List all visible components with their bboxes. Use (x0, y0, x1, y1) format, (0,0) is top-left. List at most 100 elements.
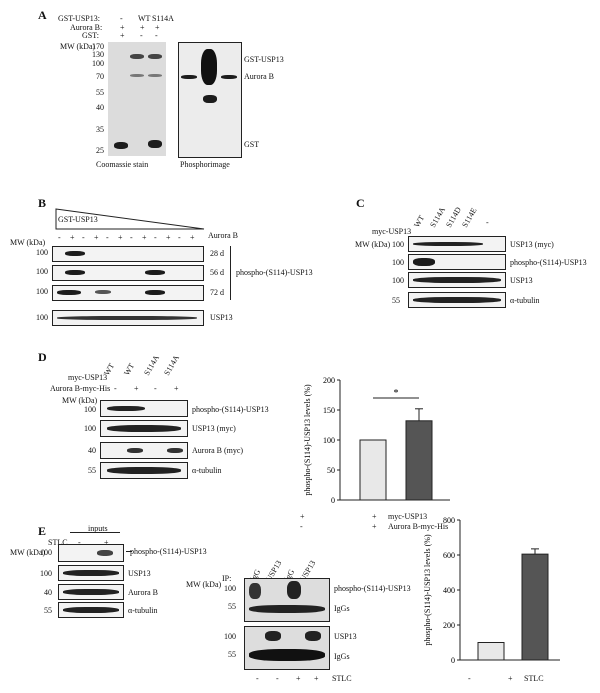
x-row-label: Aurora B-myc-His (388, 522, 449, 531)
x-mark: + (508, 674, 513, 683)
caption: Coomassie stain (96, 160, 149, 169)
blot-label: α-tubulin (128, 606, 158, 615)
blot-band (265, 631, 281, 641)
mark: - (130, 233, 133, 242)
mw-marker: 100 (36, 287, 48, 296)
arrow-line (126, 551, 132, 552)
blot-label: USP13 (myc) (510, 240, 554, 249)
y-tick-label: 800 (443, 516, 455, 525)
blot-band (249, 605, 325, 613)
mw-marker: 35 (96, 125, 104, 134)
mark: + (118, 233, 123, 242)
mw-marker: 40 (44, 588, 52, 597)
mw-marker: 100 (392, 258, 404, 267)
mw-marker: 70 (96, 72, 104, 81)
mark: + (190, 233, 195, 242)
mark: + (120, 23, 125, 32)
stlc-label: STLC (48, 538, 68, 547)
blot-band (63, 570, 119, 576)
mark: - (106, 233, 109, 242)
blot-band (65, 270, 85, 275)
bar (405, 420, 433, 501)
gel-band (181, 75, 197, 79)
panel-c-label: C (356, 196, 365, 210)
blot-band (413, 258, 435, 266)
y-tick-label: 600 (443, 551, 455, 560)
mw-marker: 55 (228, 602, 236, 611)
mw-marker: 100 (224, 584, 236, 593)
mw-marker: 100 (36, 267, 48, 276)
blot-28d (52, 246, 204, 262)
lane-header: WT (138, 14, 151, 23)
blot-aurora (100, 442, 188, 459)
y-tick-label: 400 (443, 586, 455, 595)
mw-title: MW (kDa) (10, 548, 46, 557)
x-mark: + (372, 522, 377, 531)
y-axis-label: phospho-(S114)-USP13 levels (%) (423, 534, 432, 646)
bar-chart-d: 0 50 100 150 200 phospho-(S114)-USP13 levels … (303, 376, 450, 505)
mw-marker: 100 (84, 424, 96, 433)
blot-label: phospho-(S114)-USP13 (192, 405, 269, 414)
blot-tubulin (58, 602, 124, 618)
mark: + (155, 23, 160, 32)
blot-band (107, 467, 181, 474)
blot-label: phospho-(S114)-USP13 (130, 547, 207, 556)
panel-d-label: D (38, 350, 47, 364)
y-tick-label: 200 (443, 621, 455, 630)
day-label: 56 d (210, 268, 224, 277)
blot-label: USP13 (510, 276, 533, 285)
mark: + (166, 233, 171, 242)
mw-marker: 130 (92, 50, 104, 59)
mark: - (256, 674, 259, 683)
blot-band (413, 297, 501, 303)
lane-header: S114A (152, 14, 174, 23)
mw-marker: 55 (392, 296, 400, 305)
blot-band (249, 583, 261, 599)
y-tick-label: 0 (331, 496, 335, 505)
blot-56d (52, 265, 204, 281)
mark: + (94, 233, 99, 242)
mw-marker: 100 (84, 405, 96, 414)
significance-star: * (394, 388, 399, 399)
blot-band (57, 316, 197, 320)
mw-marker: 100 (92, 59, 104, 68)
gel-band (221, 75, 237, 79)
gel-band (148, 54, 162, 59)
blot-tubulin (408, 292, 506, 308)
y-tick-label: 100 (323, 436, 335, 445)
mark: - (155, 31, 158, 40)
mw-title: MW (kDa) (62, 396, 98, 405)
aurora-label: Aurora B (208, 231, 238, 240)
caption: Phosphorimage (180, 160, 230, 169)
blot-band (413, 277, 501, 283)
band-label: Aurora B (244, 72, 274, 81)
gel-band (203, 95, 217, 103)
mark: - (114, 384, 117, 393)
blot-label: Aurora B (myc) (192, 446, 244, 455)
y-tick-label: 200 (323, 376, 335, 385)
mark: - (154, 384, 157, 393)
blot-band (97, 550, 113, 556)
mark: - (78, 538, 81, 547)
blot-band (57, 290, 81, 295)
gradient-triangle (55, 208, 205, 230)
mw-marker: 100 (36, 313, 48, 322)
mark: - (178, 233, 181, 242)
blot-band (107, 406, 145, 411)
lane-label: S114A (162, 353, 181, 377)
day-label: 72 d (210, 288, 224, 297)
gel-band (148, 140, 162, 148)
lane-label: S114A (428, 205, 447, 229)
panel-e-label: E (38, 524, 47, 538)
blot-usp13-myc (100, 420, 188, 437)
mark: + (296, 674, 301, 683)
phospho-label: phospho-(S114)-USP13 (236, 268, 313, 277)
ip-blot-phospho (244, 578, 330, 622)
mw-title: MW (kDa) (186, 580, 222, 589)
mark: - (154, 233, 157, 242)
panel-a-label: A (38, 8, 47, 22)
mark: + (140, 23, 145, 32)
mw-marker: 40 (88, 446, 96, 455)
blot-band (63, 607, 119, 613)
blot-band (287, 581, 301, 599)
